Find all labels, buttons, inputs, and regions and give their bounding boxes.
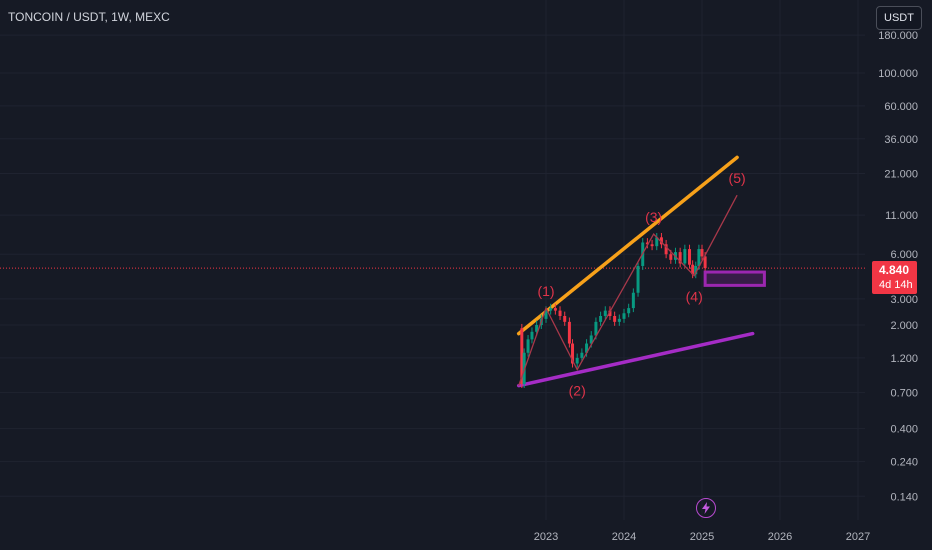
candle-body [585, 343, 589, 353]
candle-countdown-label: 4d 14h [879, 279, 913, 291]
y-axis-tick-label: 11.000 [885, 210, 918, 222]
wave-label: (4) [686, 289, 703, 305]
candle-body [691, 264, 695, 275]
current-price-label: 4.840 [879, 263, 910, 277]
candle-body [567, 321, 571, 344]
y-axis-tick-label: 0.240 [890, 457, 918, 469]
candle-body [575, 357, 579, 364]
candle-body [544, 310, 548, 319]
candle-body [627, 308, 631, 314]
x-axis-tick-label: 2024 [612, 531, 636, 543]
target-zone-box[interactable] [703, 270, 766, 287]
x-axis-tick-label: 2025 [690, 531, 714, 543]
candle-body [535, 325, 539, 332]
candle-body [700, 249, 704, 257]
candle-body [697, 249, 701, 266]
y-axis-tick-label: 180.000 [878, 30, 918, 42]
candle-body [678, 252, 682, 264]
wave-label: (3) [645, 209, 662, 225]
elliott-wave-path[interactable] [518, 194, 738, 386]
candle-body [650, 244, 654, 247]
wave-label: (5) [729, 170, 746, 186]
y-axis-tick-label: 0.400 [890, 424, 918, 436]
candle-body [613, 315, 617, 322]
lightning-icon[interactable] [696, 498, 716, 518]
candle-body [553, 308, 557, 311]
candle-body [520, 328, 524, 385]
y-axis-tick-label: 60.000 [884, 101, 918, 113]
candle-body [594, 321, 598, 336]
symbol-title: TONCOIN / USDT, 1W, MEXC [8, 10, 170, 24]
candle-body [631, 292, 635, 309]
candle-body [664, 244, 668, 255]
candle-body [617, 318, 621, 322]
candle-body [645, 242, 649, 245]
candle-body [526, 339, 530, 353]
upper-trendline[interactable] [516, 155, 739, 336]
y-axis-tick-label: 1.200 [890, 353, 918, 365]
candle-body [558, 310, 562, 316]
candle-body [703, 256, 707, 269]
y-axis-tick-label: 36.000 [884, 134, 918, 146]
current-price-tag: 4.840 4d 14h [872, 261, 917, 294]
y-axis-tick-label: 2.000 [890, 320, 918, 332]
candle-body [603, 310, 607, 316]
candle-body [608, 310, 612, 316]
lower-trendline[interactable] [516, 331, 755, 388]
candle-body [571, 343, 575, 364]
candle-body [530, 331, 534, 340]
wave-label: (1) [537, 283, 554, 299]
y-axis-tick-label: 0.140 [890, 491, 918, 503]
y-axis-tick-label: 6.000 [890, 249, 918, 261]
candle-body [599, 315, 603, 322]
candle-body [655, 237, 659, 247]
wave-label: (2) [569, 383, 586, 399]
candle-body [563, 315, 567, 322]
y-axis-tick-label: 100.000 [878, 68, 918, 80]
x-axis-tick-label: 2023 [534, 531, 558, 543]
candle-body [580, 352, 584, 358]
candle-body [688, 249, 692, 265]
y-axis-tick-label: 3.000 [890, 294, 918, 306]
candle-body [669, 254, 673, 260]
candle-body [683, 249, 687, 264]
y-axis-tick-label: 0.700 [890, 388, 918, 400]
y-axis-tick-label: 21.000 [884, 169, 918, 181]
candle-body [694, 265, 698, 275]
candle-body [589, 335, 593, 344]
candle-body [622, 313, 626, 319]
currency-button[interactable]: USDT [876, 6, 922, 30]
candle-body [636, 265, 640, 293]
x-axis-tick-label: 2027 [846, 531, 870, 543]
x-axis-tick-label: 2026 [768, 531, 792, 543]
candle-body [659, 237, 663, 245]
candle-body [549, 308, 553, 311]
